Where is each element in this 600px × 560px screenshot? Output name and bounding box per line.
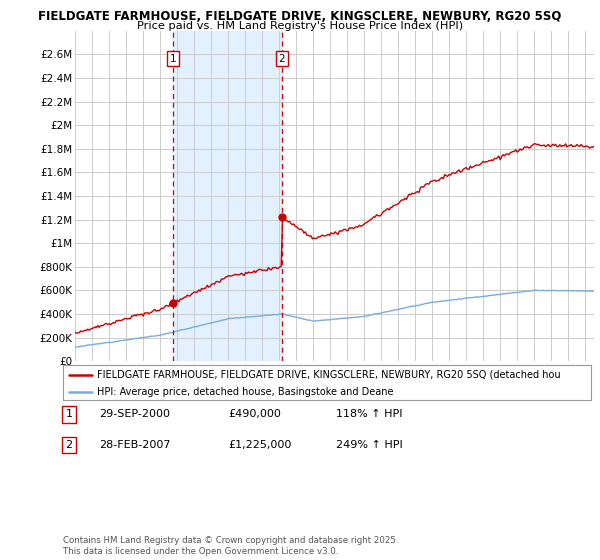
Text: HPI: Average price, detached house, Basingstoke and Deane: HPI: Average price, detached house, Basi…: [97, 386, 394, 396]
Text: £490,000: £490,000: [228, 409, 281, 419]
Text: 249% ↑ HPI: 249% ↑ HPI: [336, 440, 403, 450]
Text: Price paid vs. HM Land Registry's House Price Index (HPI): Price paid vs. HM Land Registry's House …: [137, 21, 463, 31]
Bar: [173, 31, 282, 361]
Text: 118% ↑ HPI: 118% ↑ HPI: [336, 409, 403, 419]
Text: 28-FEB-2007: 28-FEB-2007: [99, 440, 170, 450]
Text: FIELDGATE FARMHOUSE, FIELDGATE DRIVE, KINGSCLERE, NEWBURY, RG20 5SQ: FIELDGATE FARMHOUSE, FIELDGATE DRIVE, KI…: [38, 10, 562, 22]
Text: 2: 2: [65, 440, 73, 450]
Text: 2: 2: [279, 54, 286, 64]
Text: 29-SEP-2000: 29-SEP-2000: [99, 409, 170, 419]
Text: 1: 1: [65, 409, 73, 419]
Text: Contains HM Land Registry data © Crown copyright and database right 2025.
This d: Contains HM Land Registry data © Crown c…: [63, 536, 398, 556]
Text: 1: 1: [170, 54, 176, 64]
Text: £1,225,000: £1,225,000: [228, 440, 292, 450]
Text: FIELDGATE FARMHOUSE, FIELDGATE DRIVE, KINGSCLERE, NEWBURY, RG20 5SQ (detached ho: FIELDGATE FARMHOUSE, FIELDGATE DRIVE, KI…: [97, 370, 561, 380]
